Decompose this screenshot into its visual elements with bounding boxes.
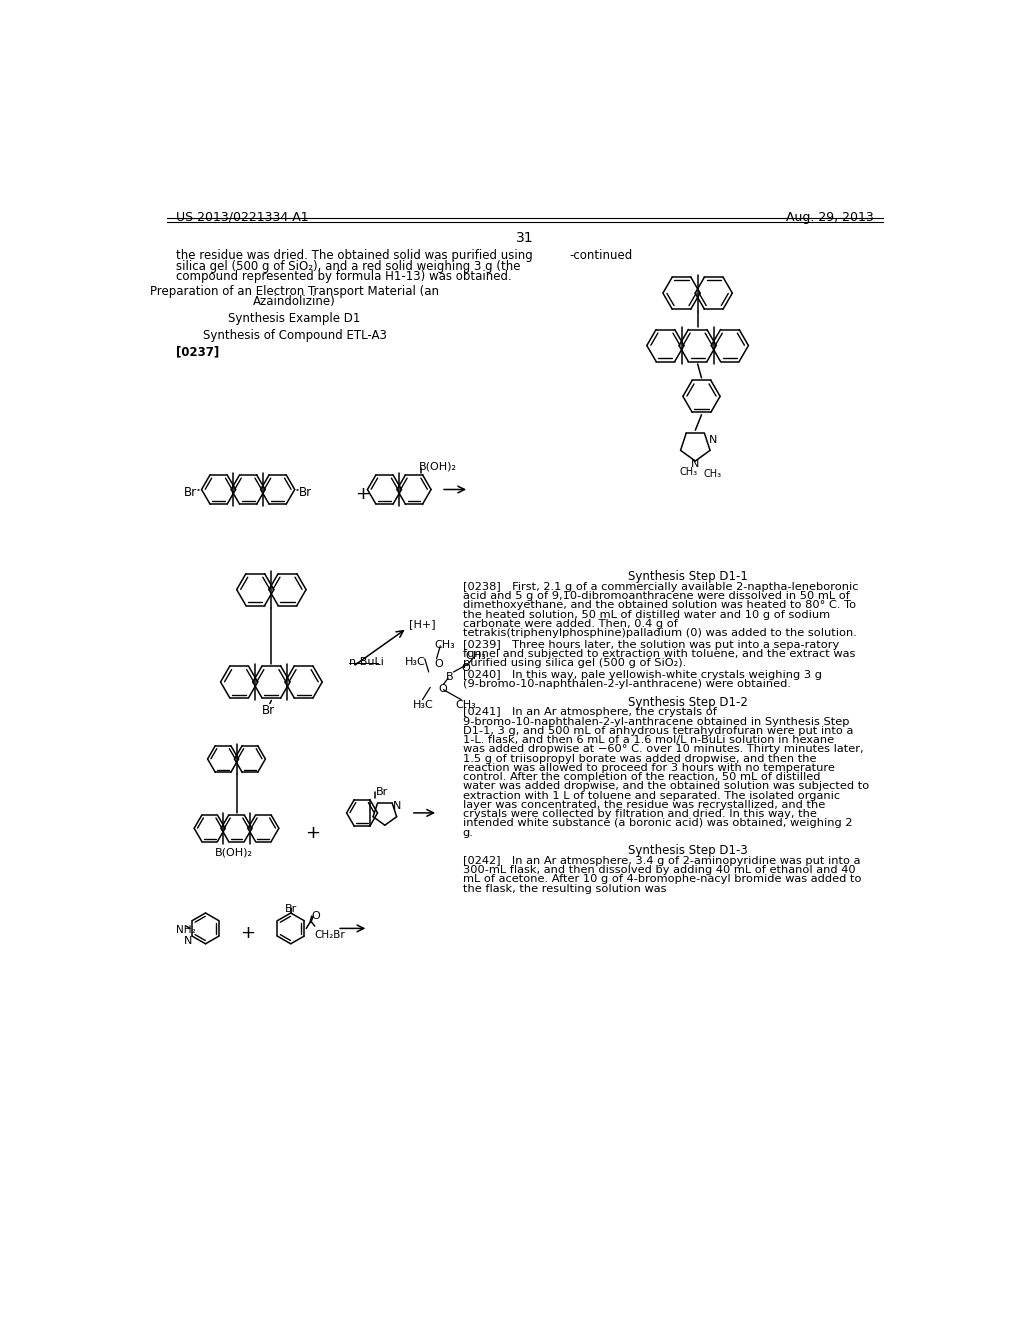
Text: [0237]: [0237] bbox=[176, 345, 219, 358]
Text: N: N bbox=[690, 459, 699, 470]
Text: Br: Br bbox=[285, 904, 297, 913]
Text: H₃C: H₃C bbox=[404, 656, 425, 667]
Text: acid and 5 g of 9,10-dibromoanthracene were dissolved in 50 mL of: acid and 5 g of 9,10-dibromoanthracene w… bbox=[463, 591, 850, 601]
Text: the residue was dried. The obtained solid was purified using: the residue was dried. The obtained soli… bbox=[176, 249, 532, 263]
Text: funnel and subjected to extraction with toluene, and the extract was: funnel and subjected to extraction with … bbox=[463, 649, 855, 659]
Text: CH₃: CH₃ bbox=[465, 651, 485, 661]
Text: the heated solution, 50 mL of distilled water and 10 g of sodium: the heated solution, 50 mL of distilled … bbox=[463, 610, 829, 619]
Text: [0240] In this way, pale yellowish-white crystals weighing 3 g: [0240] In this way, pale yellowish-white… bbox=[463, 669, 822, 680]
Text: dimethoxyethane, and the obtained solution was heated to 80° C. To: dimethoxyethane, and the obtained soluti… bbox=[463, 601, 856, 610]
Text: CH₃: CH₃ bbox=[434, 640, 455, 649]
Text: [H+]: [H+] bbox=[409, 619, 435, 628]
Text: [0238] First, 2.1 g of a commercially available 2-naptha-leneboronic: [0238] First, 2.1 g of a commercially av… bbox=[463, 582, 858, 591]
Text: [0241] In an Ar atmosphere, the crystals of: [0241] In an Ar atmosphere, the crystals… bbox=[463, 708, 717, 717]
Text: Br: Br bbox=[183, 486, 197, 499]
Text: O: O bbox=[461, 663, 470, 673]
Text: 1.5 g of triisopropyl borate was added dropwise, and then the: 1.5 g of triisopropyl borate was added d… bbox=[463, 754, 816, 763]
Text: D1-1, 3 g, and 500 mL of anhydrous tetrahydrofuran were put into a: D1-1, 3 g, and 500 mL of anhydrous tetra… bbox=[463, 726, 853, 735]
Text: extraction with 1 L of toluene and separated. The isolated organic: extraction with 1 L of toluene and separ… bbox=[463, 791, 840, 800]
Text: Br: Br bbox=[376, 787, 388, 797]
Text: 9-bromo-10-naphthalen-2-yl-anthracene obtained in Synthesis Step: 9-bromo-10-naphthalen-2-yl-anthracene ob… bbox=[463, 717, 849, 726]
Text: silica gel (500 g of SiO₂), and a red solid weighing 3 g (the: silica gel (500 g of SiO₂), and a red so… bbox=[176, 260, 520, 273]
Text: +: + bbox=[305, 824, 319, 842]
Text: O: O bbox=[434, 659, 442, 669]
Text: +: + bbox=[241, 924, 255, 941]
Text: compound represented by formula H1-13) was obtained.: compound represented by formula H1-13) w… bbox=[176, 271, 512, 282]
Text: N: N bbox=[183, 936, 193, 946]
Text: NH₂: NH₂ bbox=[176, 924, 196, 935]
Text: -continued: -continued bbox=[569, 249, 633, 263]
Text: N: N bbox=[392, 800, 401, 810]
Text: CH₃: CH₃ bbox=[703, 469, 721, 479]
Text: [0242] In an Ar atmosphere, 3.4 g of 2-aminopyridine was put into a: [0242] In an Ar atmosphere, 3.4 g of 2-a… bbox=[463, 855, 860, 866]
Text: N: N bbox=[710, 434, 718, 445]
Text: n-BuLi: n-BuLi bbox=[349, 657, 384, 668]
Text: tetrakis(triphenylphosphine)palladium (0) was added to the solution.: tetrakis(triphenylphosphine)palladium (0… bbox=[463, 628, 857, 638]
Text: CH₂Br: CH₂Br bbox=[314, 929, 345, 940]
Text: B(OH)₂: B(OH)₂ bbox=[419, 462, 457, 471]
Text: Synthesis Step D1-3: Synthesis Step D1-3 bbox=[628, 845, 748, 858]
Text: Synthesis of Compound ETL-A3: Synthesis of Compound ETL-A3 bbox=[203, 329, 387, 342]
Text: CH₃: CH₃ bbox=[456, 700, 476, 710]
Text: Azaindolizine): Azaindolizine) bbox=[253, 296, 336, 309]
Text: was added dropwise at −60° C. over 10 minutes. Thirty minutes later,: was added dropwise at −60° C. over 10 mi… bbox=[463, 744, 863, 754]
Text: H₃C: H₃C bbox=[413, 700, 433, 710]
Text: 300-mL flask, and then dissolved by adding 40 mL of ethanol and 40: 300-mL flask, and then dissolved by addi… bbox=[463, 866, 855, 875]
Text: 31: 31 bbox=[516, 231, 534, 244]
Text: Synthesis Example D1: Synthesis Example D1 bbox=[228, 312, 360, 325]
Text: CH₃: CH₃ bbox=[680, 467, 698, 477]
Text: intended white substance (a boronic acid) was obtained, weighing 2: intended white substance (a boronic acid… bbox=[463, 818, 852, 828]
Text: mL of acetone. After 10 g of 4-bromophe-nacyl bromide was added to: mL of acetone. After 10 g of 4-bromophe-… bbox=[463, 874, 861, 884]
Text: carbonate were added. Then, 0.4 g of: carbonate were added. Then, 0.4 g of bbox=[463, 619, 678, 628]
Text: purified using silica gel (500 g of SiO₂).: purified using silica gel (500 g of SiO₂… bbox=[463, 659, 686, 668]
Text: g.: g. bbox=[463, 828, 474, 837]
Text: (9-bromo-10-naphthalen-2-yl-anthracene) were obtained.: (9-bromo-10-naphthalen-2-yl-anthracene) … bbox=[463, 678, 791, 689]
Text: water was added dropwise, and the obtained solution was subjected to: water was added dropwise, and the obtain… bbox=[463, 781, 869, 791]
Text: control. After the completion of the reaction, 50 mL of distilled: control. After the completion of the rea… bbox=[463, 772, 820, 781]
Text: Br: Br bbox=[262, 704, 275, 717]
Text: reaction was allowed to proceed for 3 hours with no temperature: reaction was allowed to proceed for 3 ho… bbox=[463, 763, 835, 772]
Text: 1-L. flask, and then 6 mL of a 1.6 mol/L n-BuLi solution in hexane: 1-L. flask, and then 6 mL of a 1.6 mol/L… bbox=[463, 735, 834, 744]
Text: crystals were collected by filtration and dried. In this way, the: crystals were collected by filtration an… bbox=[463, 809, 817, 818]
Text: Synthesis Step D1-2: Synthesis Step D1-2 bbox=[628, 696, 748, 709]
Text: Aug. 29, 2013: Aug. 29, 2013 bbox=[785, 211, 873, 224]
Text: [0239] Three hours later, the solution was put into a sepa-ratory: [0239] Three hours later, the solution w… bbox=[463, 640, 839, 649]
Text: layer was concentrated, the residue was recrystallized, and the: layer was concentrated, the residue was … bbox=[463, 800, 825, 809]
Text: the flask, the resulting solution was: the flask, the resulting solution was bbox=[463, 884, 667, 894]
Text: O: O bbox=[311, 911, 321, 921]
Text: US 2013/0221334 A1: US 2013/0221334 A1 bbox=[176, 211, 308, 224]
Text: Synthesis Step D1-1: Synthesis Step D1-1 bbox=[628, 570, 748, 583]
Text: B(OH)₂: B(OH)₂ bbox=[215, 847, 253, 858]
Text: O: O bbox=[438, 684, 446, 694]
Text: +: + bbox=[355, 484, 370, 503]
Text: B: B bbox=[445, 672, 454, 682]
Text: Preparation of an Electron Transport Material (an: Preparation of an Electron Transport Mat… bbox=[151, 285, 439, 298]
Text: Br: Br bbox=[299, 486, 311, 499]
